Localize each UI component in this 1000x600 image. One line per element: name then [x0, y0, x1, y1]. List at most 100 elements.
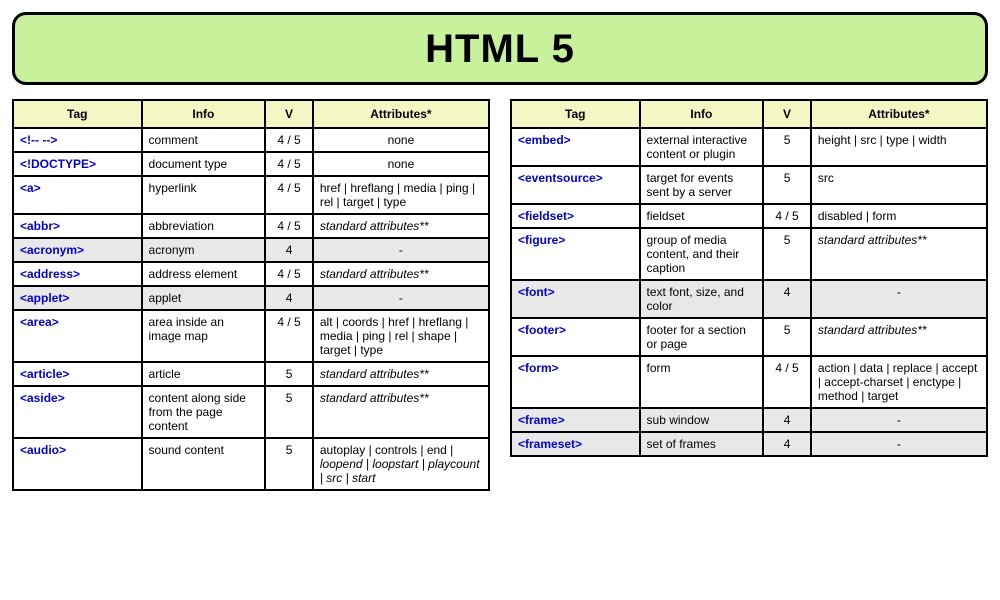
table-row: <address>address element4 / 5standard at… — [13, 262, 489, 286]
tag-link[interactable]: <fieldset> — [518, 209, 574, 223]
tag-link[interactable]: <eventsource> — [518, 171, 603, 185]
cell-tag: <frame> — [511, 408, 640, 432]
tag-link[interactable]: <!DOCTYPE> — [20, 157, 96, 171]
col-attr: Attributes* — [811, 100, 987, 128]
cell-tag: <embed> — [511, 128, 640, 166]
table-row: <font>text font, size, and color4- — [511, 280, 987, 318]
cell-attributes: - — [313, 238, 489, 262]
tag-link[interactable]: <article> — [20, 367, 69, 381]
cell-info: external interactive content or plugin — [640, 128, 764, 166]
tag-link[interactable]: <aside> — [20, 391, 65, 405]
tag-link[interactable]: <a> — [20, 181, 41, 195]
table-row: <article>article5standard attributes** — [13, 362, 489, 386]
cell-attributes: action | data | replace | accept | accep… — [811, 356, 987, 408]
cell-version: 5 — [265, 362, 313, 386]
cell-attributes: href | hreflang | media | ping | rel | t… — [313, 176, 489, 214]
cell-info: abbreviation — [142, 214, 266, 238]
cell-info: target for events sent by a server — [640, 166, 764, 204]
cell-info: footer for a section or page — [640, 318, 764, 356]
table-row: <fieldset> fieldset4 / 5disabled | form — [511, 204, 987, 228]
cell-attributes: - — [313, 286, 489, 310]
table-row: <!DOCTYPE>document type4 / 5none — [13, 152, 489, 176]
table-row: <a>hyperlink4 / 5href | hreflang | media… — [13, 176, 489, 214]
cell-version: 4 / 5 — [265, 128, 313, 152]
tag-link[interactable]: <audio> — [20, 443, 66, 457]
cell-version: 4 / 5 — [763, 204, 811, 228]
left-table: Tag Info V Attributes* <!-- -->comment4 … — [12, 99, 490, 491]
cell-version: 4 / 5 — [265, 152, 313, 176]
cell-attributes: - — [811, 280, 987, 318]
tag-link[interactable]: <address> — [20, 267, 80, 281]
table-row: <applet>applet4- — [13, 286, 489, 310]
cell-info: article — [142, 362, 266, 386]
table-row: <frame>sub window4- — [511, 408, 987, 432]
cell-attributes: disabled | form — [811, 204, 987, 228]
tag-link[interactable]: <abbr> — [20, 219, 60, 233]
tag-link[interactable]: <frame> — [518, 413, 565, 427]
table-row: <footer> footer for a section or page5sta… — [511, 318, 987, 356]
tag-link[interactable]: <embed> — [518, 133, 571, 147]
cell-version: 4 — [763, 432, 811, 456]
cell-attributes: standard attributes** — [313, 386, 489, 438]
table-row: <form>form4 / 5action | data | replace |… — [511, 356, 987, 408]
col-tag: Tag — [511, 100, 640, 128]
table-row: <!-- --> comment4 / 5none — [13, 128, 489, 152]
cell-attributes: autoplay | controls | end | loopend | lo… — [313, 438, 489, 490]
col-info: Info — [640, 100, 764, 128]
cell-version: 4 — [265, 238, 313, 262]
tag-link[interactable]: <acronym> — [20, 243, 84, 257]
cell-info: group of media content, and their captio… — [640, 228, 764, 280]
cell-version: 4 / 5 — [265, 176, 313, 214]
cell-tag: <footer> — [511, 318, 640, 356]
cell-attributes: height | src | type | width — [811, 128, 987, 166]
cell-tag: <article> — [13, 362, 142, 386]
cell-tag: <a> — [13, 176, 142, 214]
cell-attributes: none — [313, 128, 489, 152]
tag-link[interactable]: <figure> — [518, 233, 565, 247]
col-v: V — [763, 100, 811, 128]
cell-tag: <!DOCTYPE> — [13, 152, 142, 176]
cell-version: 5 — [265, 386, 313, 438]
cell-version: 4 / 5 — [265, 214, 313, 238]
left-column: Tag Info V Attributes* <!-- -->comment4 … — [12, 99, 490, 491]
table-header-row: Tag Info V Attributes* — [511, 100, 987, 128]
cell-info: comment — [142, 128, 266, 152]
tag-link[interactable]: <form> — [518, 361, 559, 375]
table-row: <acronym>acronym4- — [13, 238, 489, 262]
cell-info: content along side from the page content — [142, 386, 266, 438]
cell-version: 5 — [763, 128, 811, 166]
cell-attributes: standard attributes** — [313, 262, 489, 286]
col-v: V — [265, 100, 313, 128]
cell-attributes: src — [811, 166, 987, 204]
table-row: <eventsource> target for events sent by a… — [511, 166, 987, 204]
cell-version: 4 — [763, 408, 811, 432]
tag-link[interactable]: <area> — [20, 315, 59, 329]
cell-info: area inside an image map — [142, 310, 266, 362]
tag-link[interactable]: <frameset> — [518, 437, 582, 451]
cell-info: address element — [142, 262, 266, 286]
cell-tag: <font> — [511, 280, 640, 318]
cell-version: 5 — [763, 166, 811, 204]
cell-attributes: - — [811, 408, 987, 432]
cell-tag: <applet> — [13, 286, 142, 310]
cell-attributes: standard attributes** — [811, 318, 987, 356]
cell-version: 5 — [763, 318, 811, 356]
cell-info: fieldset — [640, 204, 764, 228]
cell-tag: <aside> — [13, 386, 142, 438]
cell-tag: <abbr> — [13, 214, 142, 238]
cell-info: document type — [142, 152, 266, 176]
cell-info: sound content — [142, 438, 266, 490]
cell-tag: <area> — [13, 310, 142, 362]
tag-link[interactable]: <footer> — [518, 323, 566, 337]
cell-tag: <acronym> — [13, 238, 142, 262]
tag-link[interactable]: <applet> — [20, 291, 69, 305]
table-row: <embed> external interactive content or p… — [511, 128, 987, 166]
columns-wrap: Tag Info V Attributes* <!-- -->comment4 … — [12, 99, 988, 491]
table-row: <area>area inside an image map4 / 5alt |… — [13, 310, 489, 362]
cell-attributes: standard attributes** — [811, 228, 987, 280]
tag-link[interactable]: <font> — [518, 285, 555, 299]
tag-link[interactable]: <!-- --> — [20, 133, 57, 147]
cell-attributes: - — [811, 432, 987, 456]
col-info: Info — [142, 100, 266, 128]
col-tag: Tag — [13, 100, 142, 128]
